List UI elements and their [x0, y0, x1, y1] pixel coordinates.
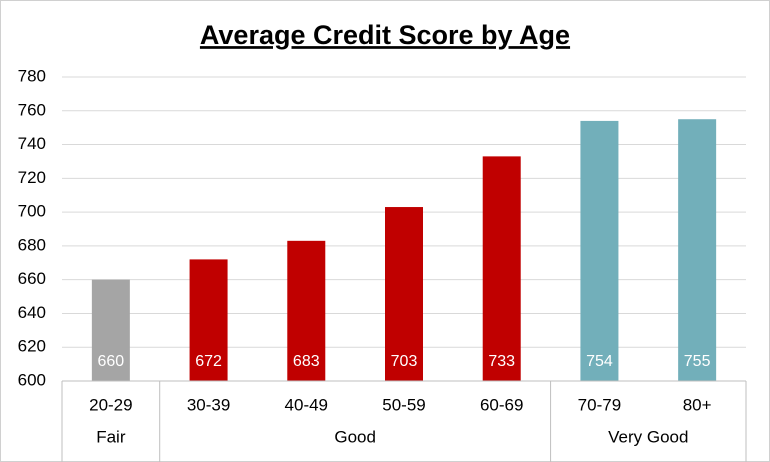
- bar: [580, 120, 619, 382]
- value-label: 672: [195, 353, 222, 370]
- bar: [385, 207, 423, 381]
- y-tick-label: 640: [18, 303, 46, 322]
- x-tick-label: 50-59: [382, 395, 425, 414]
- y-tick-label: 620: [18, 337, 46, 356]
- bar: [91, 279, 130, 381]
- x-tick-label: 60-69: [480, 395, 523, 414]
- group-label: Good: [334, 427, 376, 446]
- x-tick-label: 20-29: [89, 395, 132, 414]
- bar: [482, 156, 521, 381]
- y-tick-label: 680: [18, 235, 46, 254]
- value-label: 755: [684, 353, 711, 370]
- y-tick-label: 740: [18, 134, 46, 153]
- y-tick-label: 700: [18, 202, 46, 221]
- y-tick-label: 780: [18, 66, 46, 85]
- y-tick-label: 720: [18, 168, 46, 187]
- x-tick-label: 40-49: [285, 395, 328, 414]
- y-tick-label: 600: [18, 370, 46, 389]
- x-tick-label: 70-79: [578, 395, 621, 414]
- chart-title: Average Credit Score by Age: [200, 20, 570, 50]
- group-label: Fair: [96, 427, 126, 446]
- value-label: 683: [293, 353, 320, 370]
- bar: [189, 259, 228, 381]
- value-label: 733: [488, 353, 515, 370]
- bar: [287, 240, 326, 381]
- y-tick-label: 760: [18, 100, 46, 119]
- value-label: 660: [98, 353, 125, 370]
- value-label: 754: [586, 353, 613, 370]
- group-label: Very Good: [608, 427, 688, 446]
- bar: [678, 119, 717, 381]
- x-tick-label: 30-39: [187, 395, 230, 414]
- x-tick-label: 80+: [683, 395, 712, 414]
- value-label: 703: [391, 353, 418, 370]
- y-tick-label: 660: [18, 269, 46, 288]
